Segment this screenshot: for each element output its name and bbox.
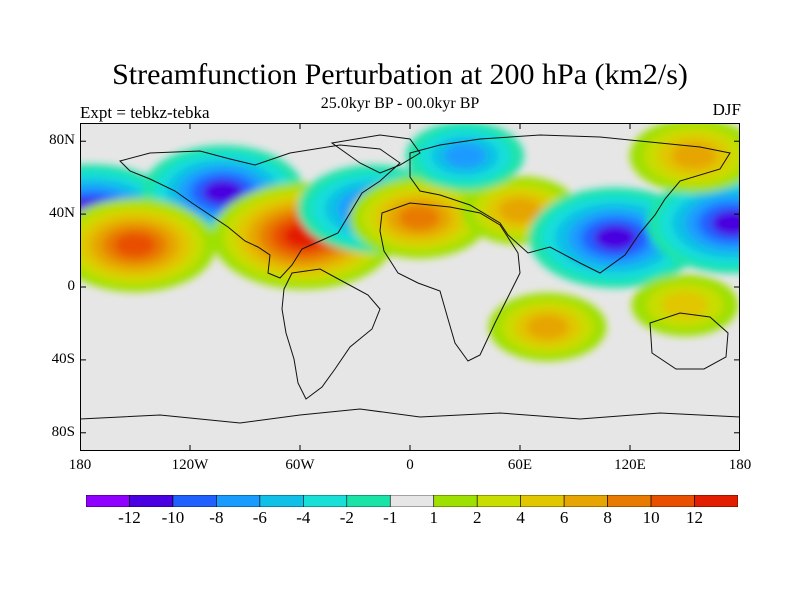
figure-title: Streamfunction Perturbation at 200 hPa (… <box>112 58 688 91</box>
lat-tick-label: 80S <box>51 423 75 440</box>
colorbar-swatch <box>389 495 435 507</box>
lon-tick-label: 120W <box>171 457 209 473</box>
colorbar-tick-label: 2 <box>472 508 482 527</box>
field-anomaly <box>80 198 216 293</box>
colorbar-tick-label: -6 <box>252 508 267 527</box>
field-anomaly <box>646 173 740 274</box>
eurasia-coast <box>409 134 731 274</box>
season-label: DJF <box>712 100 741 119</box>
contour-band <box>711 210 740 236</box>
contour-band <box>114 233 156 258</box>
contour-band <box>499 198 541 223</box>
colorbar-tick-label: -2 <box>339 508 354 527</box>
lon-tick-label: 120E <box>614 457 646 473</box>
colorbar-swatch <box>86 495 130 507</box>
lat-tick-label: 40N <box>49 205 75 222</box>
north-america-coast <box>119 144 401 279</box>
colorbar-tick-label: 12 <box>686 508 704 527</box>
colorbar-swatch <box>476 495 521 507</box>
contour-band <box>661 291 709 319</box>
field-anomaly <box>349 177 490 259</box>
field-anomaly <box>488 292 607 362</box>
colorbar-swatch <box>694 495 738 507</box>
colorbar-swatch <box>346 495 391 507</box>
colorbar-tick-label: 8 <box>603 508 612 527</box>
colorbar-swatch <box>563 495 608 507</box>
colorbar-swatch <box>650 495 695 507</box>
colorbar-swatch <box>216 495 261 507</box>
colorbar-tick-label: -4 <box>296 508 311 527</box>
colorbar-swatch <box>129 495 174 507</box>
colorbar-tick-label: 4 <box>516 508 525 527</box>
contour-band <box>526 314 569 340</box>
map-plot <box>80 123 740 451</box>
contour-band <box>594 225 637 251</box>
experiment-label: Expt = tebkz-tebka <box>80 103 210 122</box>
colorbar-tick-label: -8 <box>209 508 224 527</box>
africa-coast <box>379 202 521 362</box>
field-anomaly <box>406 123 524 190</box>
colorbar <box>86 495 738 507</box>
lat-tick-label: 40S <box>51 350 75 367</box>
coastlines <box>80 134 740 424</box>
lat-tick-label: 80N <box>49 132 75 149</box>
colorbar-swatch <box>520 495 565 507</box>
field-anomaly <box>631 274 739 337</box>
colorbar-swatch <box>172 495 217 507</box>
colorbar-tick-label: 1 <box>429 508 438 527</box>
colorbar-tick-label: -12 <box>118 508 141 527</box>
lon-tick-label: 60W <box>285 457 315 473</box>
colorbar-tick-label: 10 <box>642 508 660 527</box>
lat-tick-label: 0 <box>67 278 76 294</box>
contour-band <box>444 143 486 169</box>
colorbar-tick-label: -10 <box>161 508 185 527</box>
field-anomaly <box>629 123 740 194</box>
map-panel <box>80 123 740 451</box>
contour-band <box>672 142 717 169</box>
contour-band <box>202 180 244 205</box>
lon-tick-label: 0 <box>406 457 414 473</box>
figure-subtitle: 25.0kyr BP - 00.0kyr BP <box>320 95 480 112</box>
australia-coast <box>649 312 729 370</box>
colorbar-swatch <box>303 495 348 507</box>
antarctica-coast <box>80 408 740 424</box>
contour-band <box>398 205 440 230</box>
lon-tick-label: 180 <box>728 457 752 473</box>
lon-tick-label: 60E <box>507 457 533 473</box>
colorbar-swatch <box>607 495 652 507</box>
colorbar-swatch <box>433 495 478 507</box>
colorbar-swatch <box>259 495 304 507</box>
south-america-coast <box>281 268 381 400</box>
colorbar-tick-label: -1 <box>383 508 398 527</box>
colorbar-tick-label: 6 <box>559 508 569 527</box>
lon-tick-label: 180 <box>68 457 92 473</box>
